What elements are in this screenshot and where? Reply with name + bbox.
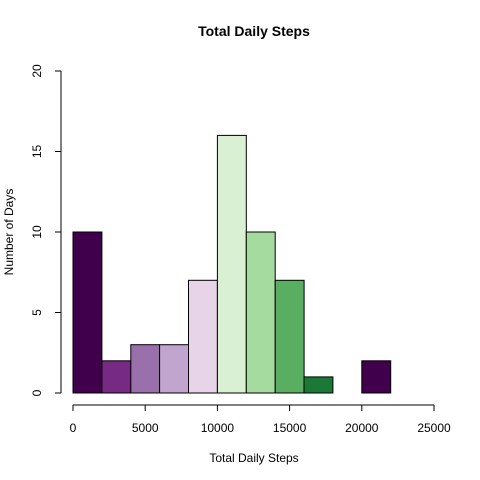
y-tick-label: 20: [30, 64, 44, 78]
x-tick-label: 25000: [417, 421, 451, 435]
bars-group: [72, 134, 392, 394]
histogram-bar-5: [216, 134, 247, 394]
y-tick-label: 10: [30, 225, 44, 239]
histogram-bar-4: [188, 279, 218, 394]
histogram-bar-8: [303, 376, 334, 394]
x-axis: 0 5000 10000 15000 20000 25000: [70, 404, 451, 435]
y-axis-label: Number of Days: [2, 189, 16, 276]
histogram-bar-3: [159, 344, 190, 394]
x-tick-label: 15000: [273, 421, 307, 435]
histogram-bar-7: [274, 279, 305, 394]
x-tick-label: 5000: [132, 421, 159, 435]
histogram-bar-10: [361, 360, 392, 394]
histogram-bar-0: [72, 231, 103, 394]
y-axis: 0 5 10 15 20: [30, 64, 62, 396]
y-tick-label: 0: [30, 389, 44, 396]
x-tick-label: 10000: [201, 421, 235, 435]
x-axis-label: Total Daily Steps: [209, 451, 298, 465]
y-tick-label: 15: [30, 145, 44, 159]
x-tick-label: 20000: [345, 421, 379, 435]
histogram-bar-2: [130, 344, 161, 394]
chart-title: Total Daily Steps: [198, 23, 310, 39]
histogram-bar-6: [245, 231, 276, 394]
x-tick-label: 0: [70, 421, 77, 435]
y-tick-label: 5: [30, 309, 44, 316]
histogram-bar-1: [101, 360, 132, 394]
